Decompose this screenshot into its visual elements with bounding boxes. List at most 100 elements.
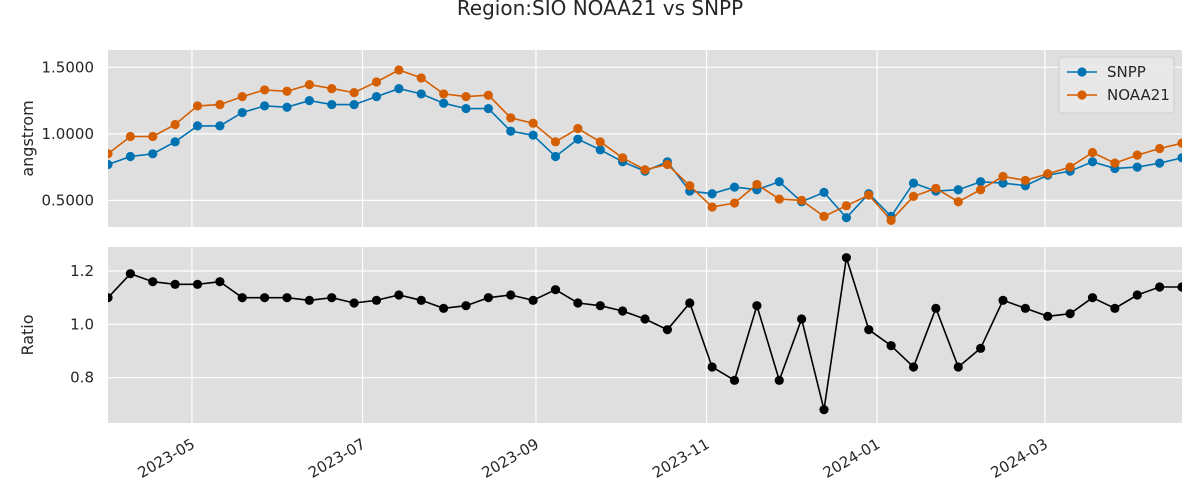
data-point xyxy=(998,171,1008,182)
data-point xyxy=(841,253,851,263)
data-point xyxy=(1155,158,1165,168)
data-point xyxy=(976,343,986,353)
data-point xyxy=(506,126,516,136)
data-point xyxy=(1043,311,1053,321)
data-point xyxy=(618,306,628,316)
data-point xyxy=(886,341,896,351)
data-point xyxy=(685,181,695,191)
legend: SNPP NOAA21 xyxy=(1058,56,1175,114)
data-point xyxy=(439,303,449,313)
data-point xyxy=(148,131,158,142)
series-group xyxy=(108,65,1182,225)
data-point xyxy=(125,151,135,162)
data-point xyxy=(394,83,404,94)
data-point xyxy=(707,202,717,212)
data-point xyxy=(797,195,807,205)
data-point xyxy=(528,118,538,128)
data-point xyxy=(483,103,493,114)
y-tick-label: 1.0000 xyxy=(42,125,95,143)
data-point xyxy=(528,295,538,305)
data-point xyxy=(931,303,941,313)
data-point xyxy=(282,86,292,96)
data-point xyxy=(192,101,203,111)
data-point xyxy=(774,177,784,187)
data-point xyxy=(108,159,113,170)
data-point xyxy=(461,301,471,311)
data-point xyxy=(998,178,1008,188)
data-point xyxy=(349,87,359,98)
data-point xyxy=(371,295,382,305)
data-point xyxy=(528,130,538,140)
x-tick-label: 2023-07 xyxy=(305,435,368,482)
data-point xyxy=(439,89,449,99)
data-point xyxy=(550,151,561,162)
chart-title: Region:SIO NOAA21 vs SNPP xyxy=(457,0,743,20)
data-point xyxy=(1043,169,1053,179)
data-point xyxy=(707,362,717,372)
data-point xyxy=(1177,138,1182,148)
data-point xyxy=(394,290,404,300)
data-point xyxy=(416,89,426,99)
legend-marker xyxy=(1077,67,1087,77)
plot-background xyxy=(108,50,1182,227)
data-point xyxy=(282,102,292,112)
x-tick-label: 2023-11 xyxy=(649,435,712,482)
data-point xyxy=(685,298,695,308)
data-point xyxy=(886,215,896,225)
legend-label: SNPP xyxy=(1107,63,1146,81)
data-point xyxy=(170,119,180,130)
data-point xyxy=(1087,293,1098,303)
y-tick-label: 0.8 xyxy=(70,369,94,387)
data-point xyxy=(729,182,740,192)
data-point xyxy=(125,131,135,142)
data-point xyxy=(260,293,270,303)
data-point xyxy=(304,80,314,90)
data-point xyxy=(282,293,292,303)
y-tick-label: 0.5000 xyxy=(42,191,95,209)
data-point xyxy=(215,121,225,131)
data-point xyxy=(108,149,113,159)
data-point xyxy=(416,73,426,83)
data-point xyxy=(170,137,180,147)
data-point xyxy=(595,145,605,155)
x-tick-label: 2023-09 xyxy=(479,435,542,482)
data-point xyxy=(1110,303,1120,313)
data-point xyxy=(371,91,382,102)
data-point xyxy=(327,99,337,110)
data-point xyxy=(371,77,382,87)
data-point xyxy=(573,123,583,134)
data-point xyxy=(640,314,650,324)
data-point xyxy=(1065,309,1075,319)
y-axis-label: Ratio xyxy=(18,314,37,355)
data-point xyxy=(752,179,762,190)
data-point xyxy=(908,191,919,201)
data-point xyxy=(327,293,337,303)
data-point xyxy=(1020,175,1030,186)
data-point xyxy=(237,91,247,102)
x-tick-label: 2023-05 xyxy=(135,435,198,482)
data-point xyxy=(595,137,605,147)
data-point xyxy=(1132,162,1142,172)
data-point xyxy=(349,298,359,308)
data-point xyxy=(729,375,740,385)
data-point xyxy=(819,405,829,415)
data-point xyxy=(550,137,561,147)
data-point xyxy=(1132,150,1142,160)
data-point xyxy=(125,269,135,279)
data-point xyxy=(260,101,270,111)
panel-1: 0.5000 1.0000 1.5000 angstrom SNPP NOAA21 xyxy=(18,50,1182,227)
plot-background xyxy=(108,247,1182,423)
data-point xyxy=(1065,162,1075,172)
data-point xyxy=(908,362,919,372)
data-point xyxy=(752,301,762,311)
series-group xyxy=(108,253,1182,415)
data-point xyxy=(1087,147,1098,158)
data-point xyxy=(931,183,941,194)
data-point xyxy=(170,279,180,289)
data-point xyxy=(774,375,784,385)
data-point xyxy=(349,99,359,110)
data-point xyxy=(595,301,605,311)
data-point xyxy=(819,211,829,221)
data-point xyxy=(237,107,247,118)
data-point xyxy=(1155,143,1165,154)
